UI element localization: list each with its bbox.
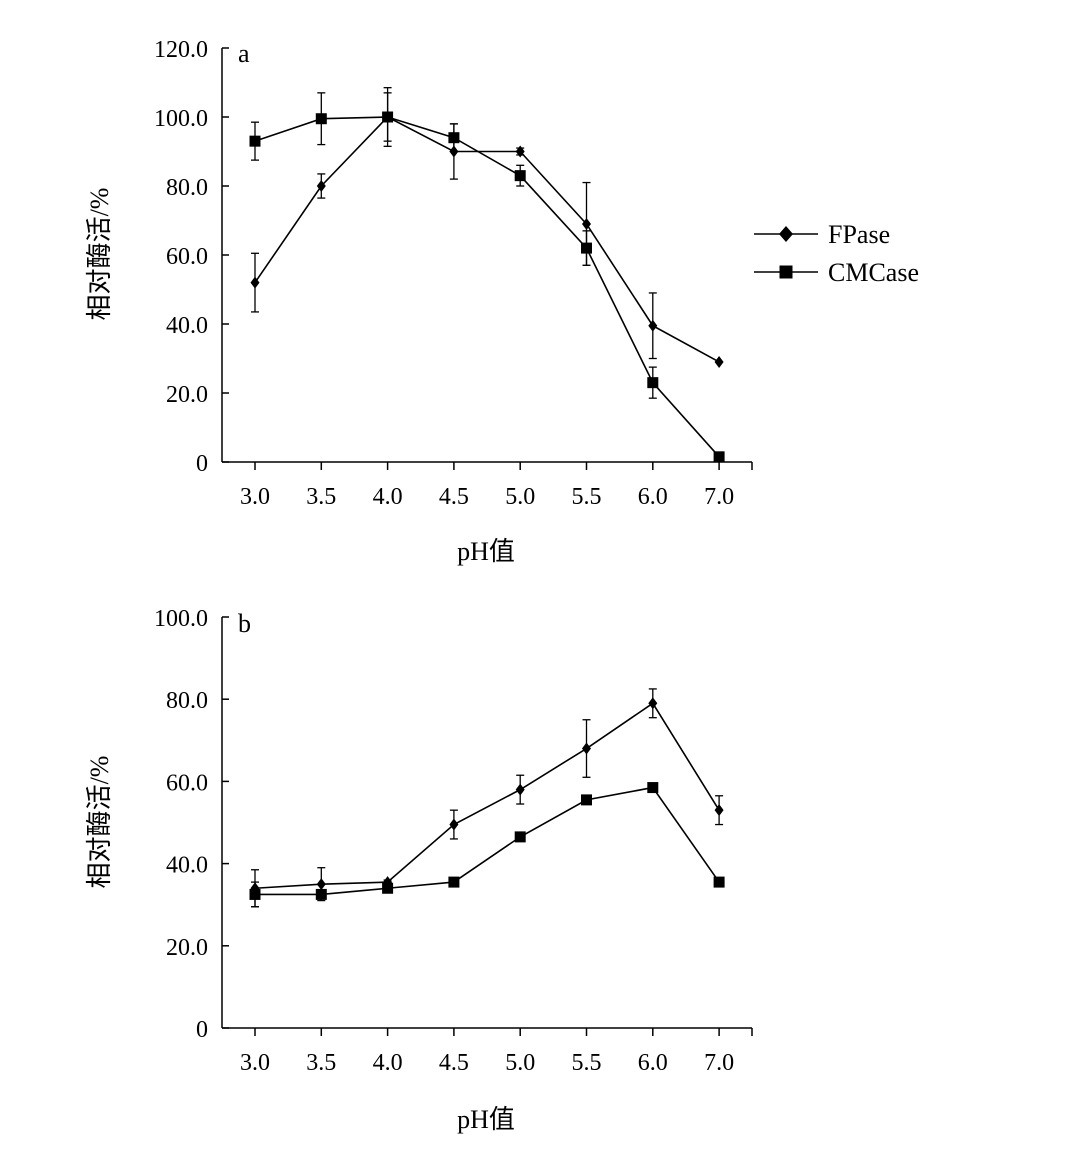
y-tick-label: 80.0 xyxy=(166,175,208,201)
data-point-square xyxy=(249,135,261,147)
data-point-diamond xyxy=(449,818,459,831)
series-line xyxy=(254,116,720,363)
y-tick-label: 60.0 xyxy=(166,244,208,270)
panel-label: b xyxy=(238,609,251,638)
legend-square-marker xyxy=(779,265,793,279)
legend-diamond-marker xyxy=(779,226,793,242)
x-tick-label: 3.5 xyxy=(306,484,336,510)
data-point-square xyxy=(448,132,460,144)
y-tick-label: 120.0 xyxy=(154,37,208,63)
series-line xyxy=(254,116,720,458)
legend: FPase CMCase xyxy=(754,220,919,287)
x-ticks: 3.0 3.5 4.0 4.5 5.0 5.5 6.0 7.0 xyxy=(240,1028,753,1076)
x-tick-label: 5.5 xyxy=(572,484,602,510)
data-point-square xyxy=(382,111,394,123)
data-point-diamond xyxy=(515,145,525,158)
data-point-diamond xyxy=(250,276,260,289)
x-ticks: 3.0 3.5 4.0 4.5 5.0 5.5 6.0 7.0 xyxy=(240,462,753,510)
y-tick-label: 40.0 xyxy=(166,853,208,879)
x-tick-label: 4.5 xyxy=(439,484,469,510)
data-point-square xyxy=(514,170,526,182)
y-tick-label: 100.0 xyxy=(154,606,208,632)
x-tick-label: 5.0 xyxy=(505,1050,535,1076)
x-tick-label: 7.0 xyxy=(704,1050,734,1076)
y-axis-label: 相对酶活/% xyxy=(85,756,114,889)
data-point-diamond xyxy=(582,742,591,755)
data-point-diamond xyxy=(582,217,591,230)
y-tick-label: 80.0 xyxy=(166,688,208,714)
series-line xyxy=(254,702,720,890)
y-ticks: 0 20.0 40.0 60.0 80.0 100.0 120.0 xyxy=(154,37,229,477)
x-tick-label: 5.0 xyxy=(505,484,535,510)
x-tick-label: 3.5 xyxy=(306,1050,336,1076)
data-point-square xyxy=(713,876,725,888)
x-axis-label: pH值 xyxy=(457,1105,515,1134)
x-tick-label: 3.0 xyxy=(240,484,270,510)
legend-item: CMCase xyxy=(754,258,919,287)
axes xyxy=(221,48,752,463)
data-point-diamond xyxy=(515,783,525,796)
data-point-diamond xyxy=(316,180,326,192)
x-tick-label: 4.0 xyxy=(373,1050,403,1076)
y-tick-label: 40.0 xyxy=(166,313,208,339)
chart-panel-b: 0 20.0 40.0 60.0 80.0 100.0 3.0 3.5 4.0 4.5 5.0 5.… xyxy=(85,606,753,1134)
x-tick-label: 5.5 xyxy=(572,1050,602,1076)
data-point-square xyxy=(315,113,327,125)
data-point-diamond xyxy=(714,355,724,368)
data-point-square xyxy=(581,242,592,254)
series-line xyxy=(255,786,720,896)
data-point-square xyxy=(713,451,725,463)
data-point-square xyxy=(382,882,394,894)
data-point-square xyxy=(581,794,592,806)
x-tick-label: 4.5 xyxy=(439,1050,469,1076)
data-point-square xyxy=(315,888,327,900)
x-tick-label: 7.0 xyxy=(704,484,734,510)
y-axis-label: 相对酶活/% xyxy=(85,188,114,321)
y-tick-label: 20.0 xyxy=(166,382,208,408)
x-axis-label: pH值 xyxy=(457,537,515,566)
data-point-square xyxy=(448,876,460,888)
legend-label: CMCase xyxy=(828,258,919,287)
chart-panel-a: 0 20.0 40.0 60.0 80.0 100.0 120.0 3.0 3.5 4.0 4.5… xyxy=(85,37,919,566)
data-point-square xyxy=(514,831,526,843)
series-cmcase xyxy=(249,87,725,463)
series-cmcase xyxy=(249,782,725,908)
series-group xyxy=(249,87,725,463)
data-point-diamond xyxy=(316,878,326,891)
data-point-diamond xyxy=(648,319,658,332)
y-tick-label: 100.0 xyxy=(154,106,208,132)
series-group xyxy=(249,688,725,908)
y-tick-label: 60.0 xyxy=(166,770,208,796)
x-tick-label: 6.0 xyxy=(638,484,668,510)
x-tick-label: 6.0 xyxy=(638,1050,668,1076)
axes xyxy=(221,617,752,1029)
data-point-square xyxy=(647,782,659,794)
panel-label: a xyxy=(238,39,250,68)
y-ticks: 0 20.0 40.0 60.0 80.0 100.0 xyxy=(154,606,229,1043)
y-tick-label: 20.0 xyxy=(166,935,208,961)
legend-item: FPase xyxy=(754,220,890,249)
series-fpase xyxy=(250,688,724,908)
data-point-square xyxy=(249,888,261,900)
data-point-square xyxy=(647,377,659,389)
y-tick-label: 0 xyxy=(196,1017,208,1043)
y-tick-label: 0 xyxy=(196,451,208,477)
x-tick-label: 4.0 xyxy=(373,484,403,510)
data-point-diamond xyxy=(714,804,724,817)
data-point-diamond xyxy=(648,697,658,710)
legend-label: FPase xyxy=(828,220,890,249)
x-tick-label: 3.0 xyxy=(240,1050,270,1076)
